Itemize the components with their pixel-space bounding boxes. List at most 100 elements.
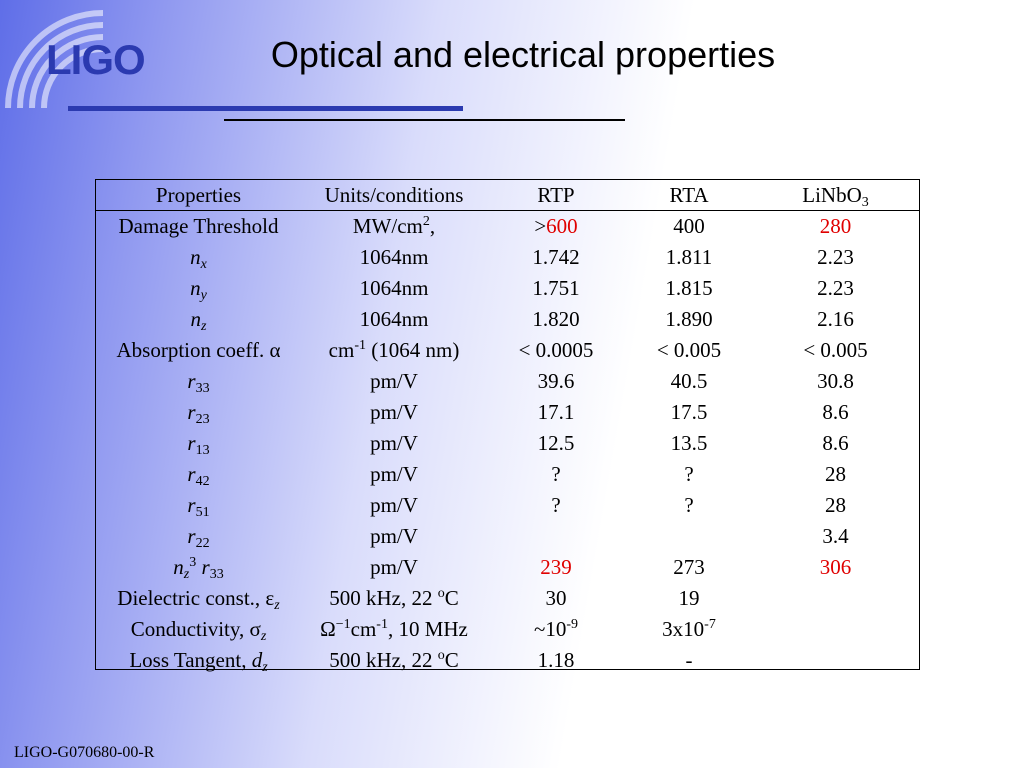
slide-title: Optical and electrical properties [270,34,776,75]
rta-cell: < 0.005 [656,338,722,362]
table-header-row: Properties Units/conditions RTP RTA LiNb… [96,180,919,211]
units-cell: cm-1 (1064 nm) [328,338,460,362]
rtp-cell: 239 [540,555,572,579]
units-cell: pm/V [370,493,418,517]
linbo3-cell: 8.6 [822,431,849,455]
property-cell: ny [190,276,207,303]
column-header: LiNbO3 [802,183,869,210]
table-row: r51 pm/V ? ? 28 [96,490,919,521]
rta-cell: 400 [673,214,705,238]
logo-arcs-decoration [5,10,104,109]
column-header: Properties [155,183,242,207]
units-cell: pm/V [370,524,418,548]
linbo3-cell: 30.8 [817,369,854,393]
rtp-cell: 1.820 [532,307,580,331]
column-header: Units/conditions [324,183,464,207]
rta-cell: ? [684,493,694,517]
units-cell: pm/V [370,555,418,579]
linbo3-cell: 2.16 [817,307,854,331]
header-divider [96,210,919,211]
table-row: Dielectric const., εz 500 kHz, 22 oC 30 … [96,583,919,614]
table-row: Damage Threshold MW/cm2, >600 400 280 [96,211,919,242]
linbo3-cell: 280 [819,214,852,238]
rtp-cell: 12.5 [537,431,575,455]
rtp-cell: ? [551,462,561,486]
rta-cell: 1.890 [665,307,713,331]
property-cell: r42 [187,462,210,489]
linbo3-cell: 2.23 [817,245,854,269]
linbo3-cell: 2.23 [817,276,854,300]
logo-underline [68,106,463,111]
units-cell: Ω−1cm-1, 10 MHz [320,617,468,641]
column-header: RTP [537,183,575,207]
rtp-cell: 30 [545,586,567,610]
rtp-cell: 39.6 [537,369,575,393]
properties-table: Properties Units/conditions RTP RTA LiNb… [95,179,920,675]
property-cell: Dielectric const., εz [117,586,280,613]
table-row: Absorption coeff. α cm-1 (1064 nm) < 0.0… [96,335,919,366]
rta-cell: 13.5 [670,431,708,455]
column-header: RTA [669,183,709,207]
rta-cell [625,521,753,552]
property-cell: nx [190,245,207,272]
table-row: nz 1064nm 1.820 1.890 2.16 [96,304,919,335]
rtp-cell: 1.751 [532,276,580,300]
property-cell: r22 [187,524,210,551]
linbo3-cell: 28 [825,493,846,517]
rtp-cell: ~10-9 [533,617,579,641]
rta-cell: 1.811 [665,245,713,269]
table-row: r22 pm/V 3.4 [96,521,919,552]
rta-cell: 273 [673,555,705,579]
rta-cell: ? [684,462,694,486]
table-row: Loss Tangent, dz 500 kHz, 22 oC 1.18 - [96,645,919,676]
table-row: nz3 r33 pm/V 239 273 306 [96,552,919,583]
property-cell: Damage Threshold [118,214,279,238]
units-cell: 1064nm [359,245,429,269]
rta-cell: 40.5 [670,369,708,393]
title-underline [224,119,625,121]
rta-cell: 3x10-7 [662,617,716,641]
document-id: LIGO-G070680-00-R [14,744,155,761]
linbo3-cell [753,583,918,614]
table-row: Conductivity, σz Ω−1cm-1, 10 MHz ~10-9 3… [96,614,919,645]
linbo3-cell: 3.4 [822,524,849,548]
units-cell: 1064nm [359,307,429,331]
table-row: nx 1064nm 1.742 1.811 2.23 [96,242,919,273]
units-cell: 500 kHz, 22 oC [329,586,459,610]
table-row: r42 pm/V ? ? 28 [96,459,919,490]
property-cell: Conductivity, σz [130,617,267,644]
units-cell: 500 kHz, 22 oC [329,648,459,672]
rtp-cell: < 0.0005 [518,338,594,362]
linbo3-cell: < 0.005 [803,338,868,362]
table-row: r23 pm/V 17.1 17.5 8.6 [96,397,919,428]
units-cell: MW/cm2, [352,214,436,238]
units-cell: pm/V [370,431,418,455]
property-cell: nz3 r33 [173,555,224,582]
linbo3-cell [753,614,918,645]
rta-cell: 17.5 [670,400,708,424]
property-cell: Loss Tangent, dz [129,648,268,675]
units-cell: 1064nm [359,276,429,300]
rtp-cell [487,521,625,552]
table-row: ny 1064nm 1.751 1.815 2.23 [96,273,919,304]
rta-cell: 1.815 [665,276,713,300]
ligo-logo: LIGO [46,36,146,83]
rtp-cell: 17.1 [537,400,575,424]
rtp-cell: >600 [534,214,578,238]
rta-cell: 19 [678,586,700,610]
property-cell: r51 [187,493,210,520]
linbo3-cell [753,645,918,676]
property-cell: r33 [187,369,210,396]
property-cell: r13 [187,431,210,458]
property-cell: Absorption coeff. α [116,338,281,362]
units-cell: pm/V [370,369,418,393]
property-cell: nz [190,307,207,334]
rtp-cell: ? [551,493,561,517]
table-row: r33 pm/V 39.6 40.5 30.8 [96,366,919,397]
units-cell: pm/V [370,462,418,486]
rtp-cell: 1.742 [532,245,580,269]
units-cell: pm/V [370,400,418,424]
property-cell: r23 [187,400,210,427]
rta-cell: - [685,648,693,672]
linbo3-cell: 28 [825,462,846,486]
